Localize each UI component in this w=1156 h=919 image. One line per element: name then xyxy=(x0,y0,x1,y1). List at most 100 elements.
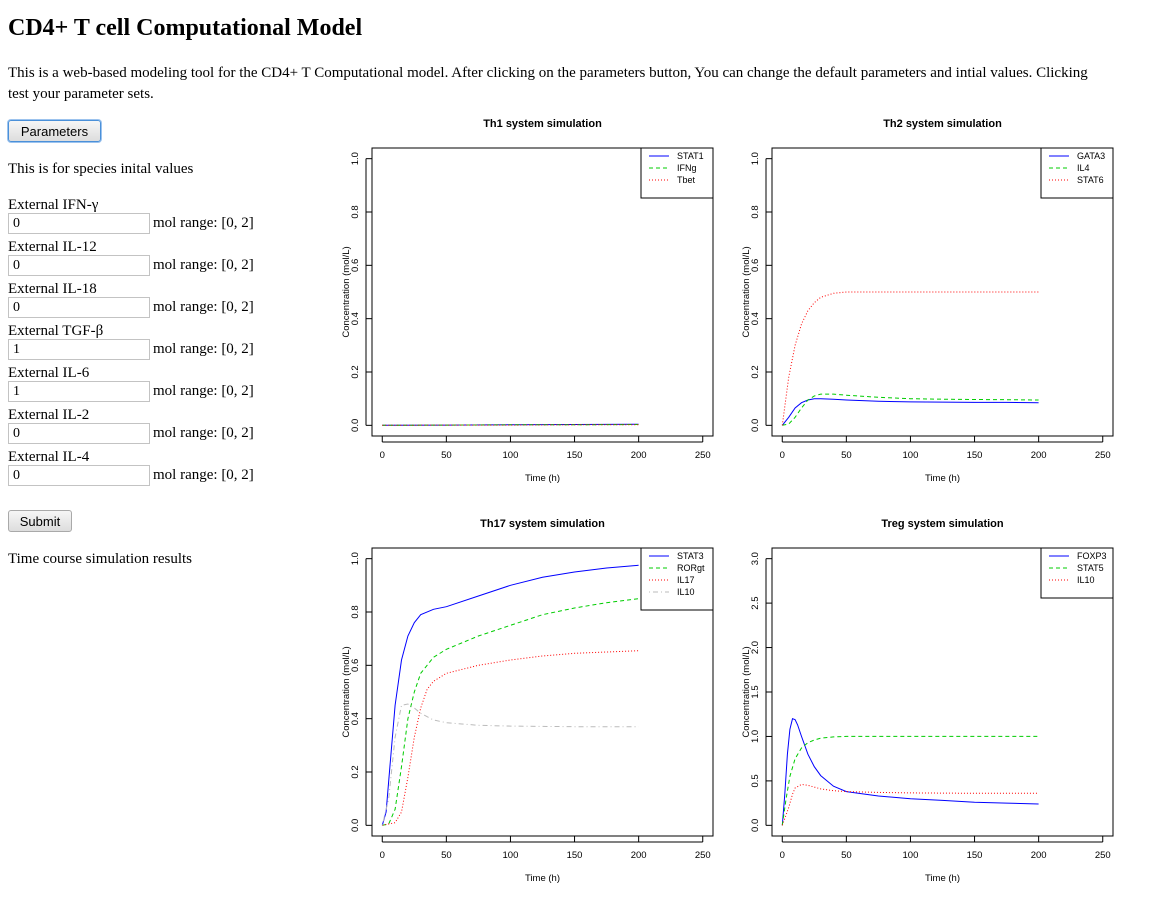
x-tick-label: 150 xyxy=(967,850,983,861)
y-tick-label: 0.5 xyxy=(750,774,761,787)
legend-label: IL4 xyxy=(1077,163,1090,173)
x-tick-label: 0 xyxy=(780,850,785,861)
x-tick-label: 150 xyxy=(567,850,583,861)
plot-frame xyxy=(771,147,1114,437)
legend-label: FOXP3 xyxy=(1077,551,1107,561)
y-tick-label: 2.0 xyxy=(750,641,761,654)
y-axis-label: Concentration (mol/L) xyxy=(341,646,352,737)
species-range-text: mol range: [0, 2] xyxy=(153,425,254,441)
species-range-text: mol range: [0, 2] xyxy=(153,215,254,231)
legend-label: RORgt xyxy=(677,563,705,573)
species-range-text: mol range: [0, 2] xyxy=(153,383,254,399)
species-value-input[interactable] xyxy=(8,213,150,234)
y-tick-label: 3.0 xyxy=(750,552,761,565)
species-field: External IFN-γ mol range: [0, 2] xyxy=(8,196,338,238)
y-tick-label: 1.0 xyxy=(350,152,361,165)
species-value-input[interactable] xyxy=(8,339,150,360)
series-line-stat3 xyxy=(381,564,639,826)
series-line-stat6 xyxy=(781,291,1039,426)
y-tick-label: 1.0 xyxy=(750,152,761,165)
results-heading: Time course simulation results xyxy=(8,551,193,567)
species-value-input[interactable] xyxy=(8,423,150,444)
y-tick-label: 0.0 xyxy=(750,419,761,432)
x-tick-label: 250 xyxy=(695,450,711,461)
legend-label: IFNg xyxy=(677,163,697,173)
intro-line-1: This is a web-based modeling tool for th… xyxy=(8,65,1088,81)
legend-box xyxy=(640,547,714,611)
species-field: External TGF-β mol range: [0, 2] xyxy=(8,322,338,364)
y-axis-label: Concentration (mol/L) xyxy=(741,246,752,337)
species-range-text: mol range: [0, 2] xyxy=(153,257,254,273)
species-heading: This is for species inital values xyxy=(8,161,194,177)
intro-text: This is a web-based modeling tool for th… xyxy=(8,63,1156,105)
parameters-button[interactable]: Parameters xyxy=(8,120,101,142)
y-tick-label: 0.8 xyxy=(350,205,361,218)
plot-frame xyxy=(371,147,714,437)
x-tick-label: 150 xyxy=(967,450,983,461)
submit-button[interactable]: Submit xyxy=(8,510,72,532)
th17-plot: Th17 system simulation 0 50 100 150 200 250 0.0… xyxy=(340,508,740,908)
x-tick-label: 50 xyxy=(841,450,852,461)
series-line-il4 xyxy=(782,393,1039,426)
x-tick-label: 100 xyxy=(503,450,519,461)
y-axis-label: Concentration (mol/L) xyxy=(341,246,352,337)
x-tick-label: 200 xyxy=(1031,850,1047,861)
y-tick-label: 0.2 xyxy=(750,365,761,378)
treg-plot: Treg system simulation 0 50 100 150 200 250 0.0… xyxy=(740,508,1140,908)
x-tick-label: 250 xyxy=(1095,450,1111,461)
species-field-label: External IL-6 xyxy=(8,365,90,381)
th1-plot: Th1 system simulation 0 50 100 150 200 250 0.0 0… xyxy=(340,108,740,508)
legend-label: STAT1 xyxy=(677,151,704,161)
series-line-foxp3 xyxy=(781,718,1039,826)
species-value-input[interactable] xyxy=(8,465,150,486)
y-tick-label: 0.8 xyxy=(750,205,761,218)
chart-title: Th1 system simulation xyxy=(483,118,602,130)
y-tick-label: 0.4 xyxy=(350,712,361,725)
treg-chart: Treg system simulation 0 50 100 150 200 250 0.0… xyxy=(741,518,1114,884)
species-field-label: External IFN-γ xyxy=(8,197,99,213)
th2-plot: Th2 system simulation 0 50 100 150 200 250 0.0 0… xyxy=(740,108,1140,508)
species-value-input[interactable] xyxy=(8,255,150,276)
y-tick-label: 1.5 xyxy=(750,685,761,698)
x-tick-label: 250 xyxy=(695,850,711,861)
species-field-label: External IL-18 xyxy=(8,281,97,297)
species-field-label: External TGF-β xyxy=(8,323,104,339)
series-line-il10 xyxy=(381,703,639,826)
species-value-input[interactable] xyxy=(8,381,150,402)
series-line-gata3 xyxy=(781,398,1039,426)
species-field-label: External IL-4 xyxy=(8,449,90,465)
species-field: External IL-18 mol range: [0, 2] xyxy=(8,280,338,322)
x-axis-label: Time (h) xyxy=(925,873,960,884)
species-range-text: mol range: [0, 2] xyxy=(153,467,254,483)
y-tick-label: 0.4 xyxy=(350,312,361,325)
y-tick-label: 1.0 xyxy=(750,730,761,743)
x-tick-label: 0 xyxy=(380,850,385,861)
page-title: CD4+ T cell Computational Model xyxy=(8,15,363,41)
y-axis-label: Concentration (mol/L) xyxy=(741,646,752,737)
x-tick-label: 50 xyxy=(841,850,852,861)
y-tick-label: 0.6 xyxy=(350,259,361,272)
x-tick-label: 0 xyxy=(380,450,385,461)
y-tick-label: 0.2 xyxy=(350,365,361,378)
plot-frame xyxy=(371,547,714,837)
series-line-il17 xyxy=(382,650,639,826)
x-tick-label: 100 xyxy=(903,450,919,461)
species-field: External IL-6 mol range: [0, 2] xyxy=(8,364,338,406)
y-tick-label: 0.2 xyxy=(350,765,361,778)
species-value-input[interactable] xyxy=(8,297,150,318)
intro-line-2: test your parameter sets. xyxy=(8,86,154,102)
x-tick-label: 150 xyxy=(567,450,583,461)
y-tick-label: 2.5 xyxy=(750,597,761,610)
x-tick-label: 200 xyxy=(631,450,647,461)
species-field: External IL-2 mol range: [0, 2] xyxy=(8,406,338,448)
legend-label: IL10 xyxy=(677,587,695,597)
legend-label: STAT6 xyxy=(1077,175,1104,185)
chart-title: Treg system simulation xyxy=(881,518,1004,530)
legend-label: STAT3 xyxy=(677,551,704,561)
legend-label: IL10 xyxy=(1077,575,1095,585)
species-range-text: mol range: [0, 2] xyxy=(153,299,254,315)
species-field: External IL-12 mol range: [0, 2] xyxy=(8,238,338,280)
x-tick-label: 100 xyxy=(503,850,519,861)
legend-label: GATA3 xyxy=(1077,151,1105,161)
chart-title: Th2 system simulation xyxy=(883,118,1002,130)
